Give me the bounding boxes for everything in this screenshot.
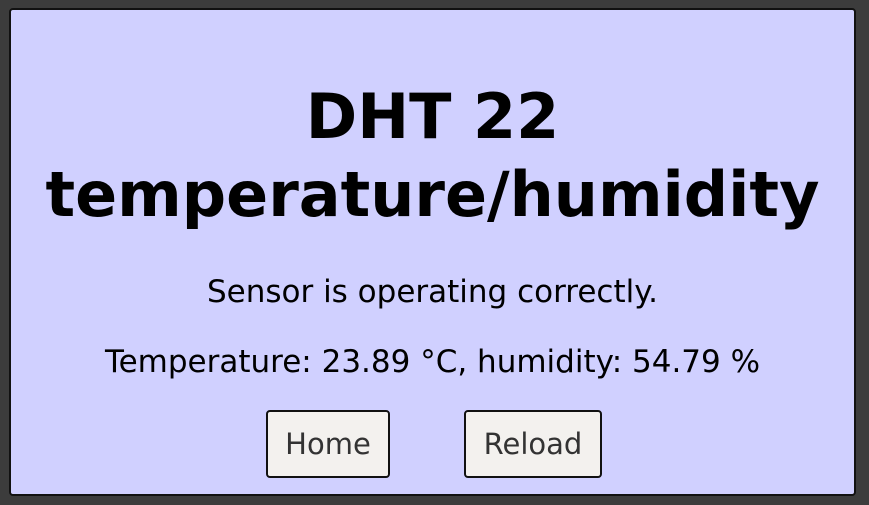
reload-button[interactable]: Reload (464, 410, 602, 478)
sensor-status-text: Sensor is operating correctly. (206, 274, 659, 310)
home-button[interactable]: Home (266, 410, 390, 478)
page-title-line-1: DHT 22 (305, 80, 560, 153)
page-title: DHT 22 temperature/humidity (11, 78, 854, 234)
page-title-line-2: temperature/humidity (45, 158, 820, 231)
sensor-reading-text: Temperature: 23.89 °C, humidity: 54.79 % (104, 344, 761, 380)
sensor-panel: DHT 22 temperature/humidity Sensor is op… (9, 8, 856, 496)
